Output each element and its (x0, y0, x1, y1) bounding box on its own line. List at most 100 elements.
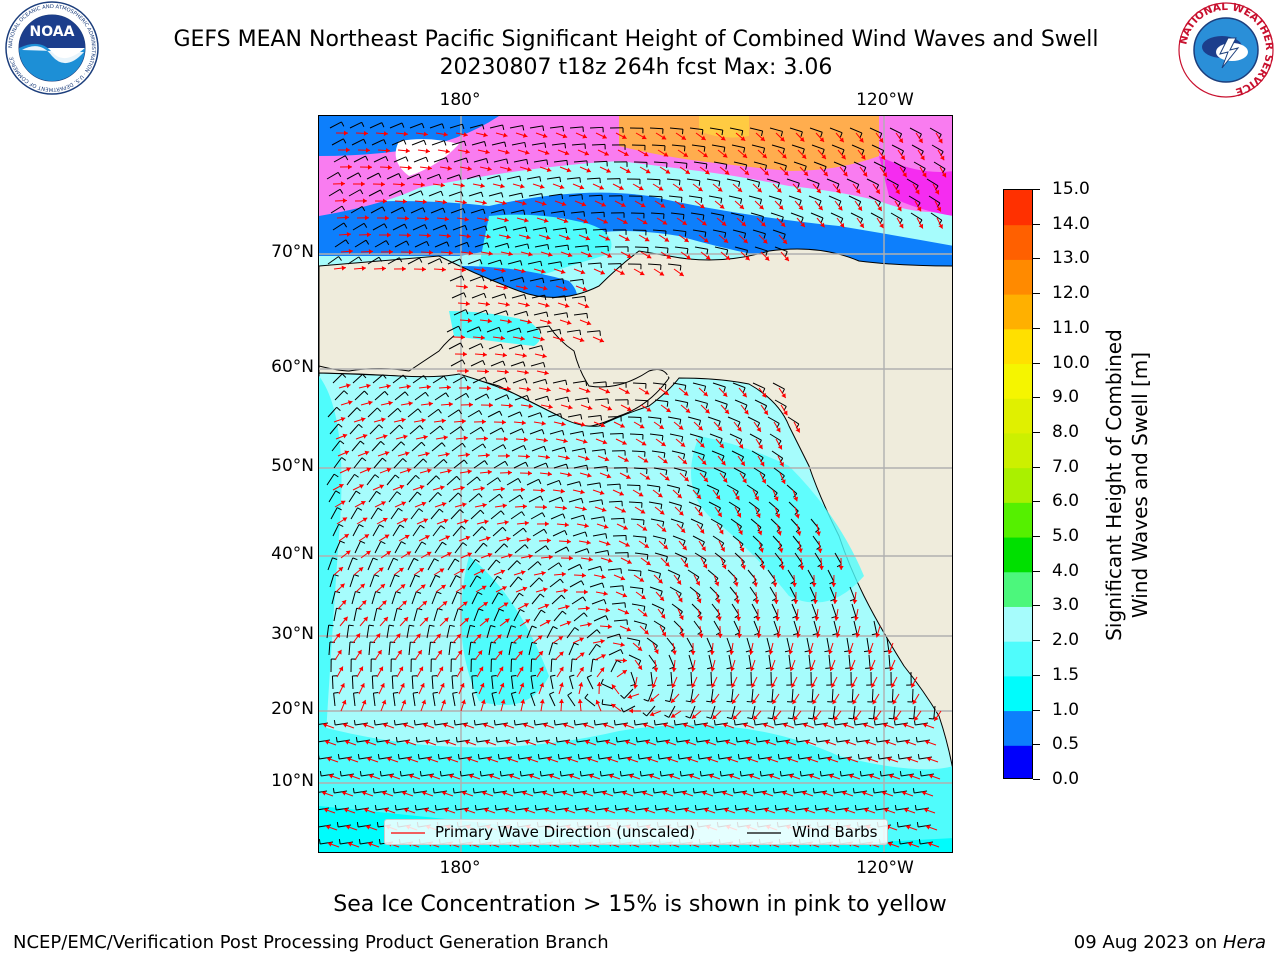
wind-barb (488, 192, 502, 197)
wind-barb-flag (743, 233, 747, 239)
wave-arrowhead (568, 555, 573, 561)
wave-arrowhead (522, 586, 528, 592)
wind-barb (848, 195, 861, 203)
wind-barb (771, 144, 785, 150)
wind-barb-flag (511, 691, 517, 694)
wind-barb (454, 392, 467, 401)
wind-barb (529, 429, 543, 435)
wave-arrowhead (424, 535, 430, 540)
wave-arrowhead (347, 400, 353, 406)
wind-barb (469, 275, 483, 282)
wave-arrowhead (443, 807, 449, 813)
wave-arrowhead (746, 756, 752, 762)
wind-barb-flag (389, 624, 395, 627)
wind-barb (494, 394, 508, 401)
wave-arrowhead (852, 599, 858, 604)
wind-barb (431, 442, 443, 452)
wind-barb-flag (482, 443, 487, 449)
wind-barb (570, 211, 584, 214)
wind-barb-flag (372, 557, 378, 561)
wind-barb (513, 310, 527, 316)
wave-arrowhead (587, 252, 593, 258)
wind-barb-flag (784, 165, 787, 171)
wave-arrowhead (836, 188, 841, 194)
wind-barb-flag (619, 771, 622, 777)
wind-barb-flag (741, 215, 745, 222)
wind-barb-flag (523, 445, 527, 451)
wind-barb (589, 582, 603, 588)
wind-barb-flag (579, 771, 582, 777)
wind-barb (751, 144, 765, 149)
wave-arrowhead (664, 390, 669, 395)
wave-arrowhead (702, 563, 708, 569)
wave-arrowhead (520, 570, 526, 575)
wave-arrowhead (744, 409, 749, 415)
wind-barb (674, 552, 688, 559)
wind-barb-flag (700, 197, 703, 203)
wind-barb (673, 161, 687, 164)
wind-barb-flag (564, 530, 568, 536)
wind-barb (667, 416, 681, 420)
wind-barb (446, 325, 459, 333)
wave-arrowhead (447, 468, 452, 474)
wind-barb-flag (461, 525, 466, 530)
wind-barb (369, 122, 383, 129)
wind-barb-flag (679, 419, 682, 425)
wind-barb-flag (841, 149, 845, 155)
wave-arrowhead (846, 756, 852, 762)
wave-arrowhead (580, 422, 586, 427)
wind-barb (528, 642, 533, 656)
wind-barb (670, 671, 673, 686)
wind-barb-flag (895, 737, 898, 743)
wind-barb-flag (554, 805, 557, 811)
wind-barb-flag (514, 805, 517, 811)
wind-barb-flag (360, 540, 366, 544)
wave-arrowhead (705, 408, 710, 414)
wind-barb-flag (664, 699, 671, 703)
wave-arrowhead (364, 739, 370, 745)
wave-arrowhead (408, 249, 413, 255)
wave-arrowhead (360, 181, 365, 187)
wave-arrowhead (622, 670, 627, 675)
wind-barb-flag (545, 227, 548, 233)
wind-barb-flag (480, 191, 484, 198)
wind-barb-flag (585, 228, 587, 234)
wave-arrowhead (784, 739, 790, 745)
wave-arrowhead (739, 204, 744, 209)
wave-arrowhead (542, 133, 548, 139)
wind-barb-flag (722, 215, 725, 221)
wave-arrowhead (485, 452, 490, 458)
wave-arrowhead (743, 807, 749, 813)
wave-arrowhead (580, 269, 586, 275)
wave-arrowhead (808, 649, 814, 655)
wind-barb (372, 374, 384, 384)
wind-barb-flag (544, 294, 547, 301)
wind-barb (466, 476, 478, 486)
wind-barb (451, 292, 465, 299)
wave-arrowhead (328, 773, 334, 779)
wave-arrowhead (422, 199, 427, 205)
wave-arrowhead (580, 489, 585, 495)
wind-barb-flag (524, 294, 527, 300)
wind-barb-flag (793, 720, 796, 726)
wave-arrowhead (920, 155, 925, 161)
wind-barb-flag (634, 805, 637, 811)
wind-barb-flag (414, 805, 417, 811)
wave-arrowhead (579, 337, 585, 343)
wind-barb (532, 227, 546, 231)
wind-barb-flag (733, 720, 736, 726)
wind-barb (413, 458, 424, 469)
wind-barb-flag (377, 507, 383, 512)
wave-arrowhead (904, 739, 910, 745)
wind-barb (553, 610, 563, 622)
wind-barb-flag (543, 528, 548, 534)
wind-barb-flag (743, 147, 746, 153)
colorbar-swatch (1004, 537, 1032, 573)
wind-barb-flag (653, 720, 656, 726)
wind-barb-flag (779, 199, 782, 205)
wave-arrowhead (365, 824, 371, 830)
wave-arrowhead (561, 790, 567, 796)
wave-arrowhead (542, 722, 548, 728)
wind-barb (368, 189, 381, 197)
wind-barb-flag (633, 720, 636, 726)
